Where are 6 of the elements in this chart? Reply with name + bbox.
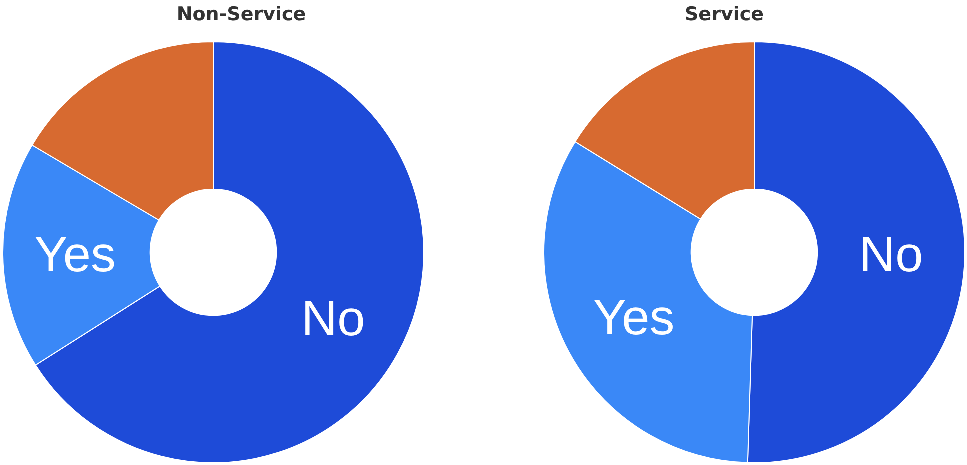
slice-label: No	[301, 290, 366, 346]
chart-title: Service	[685, 3, 764, 26]
slice-label: Yes	[34, 226, 116, 283]
slice-label: No	[859, 226, 924, 283]
slice-label: Yes	[593, 289, 675, 346]
chart-title: Non-Service	[176, 3, 306, 26]
